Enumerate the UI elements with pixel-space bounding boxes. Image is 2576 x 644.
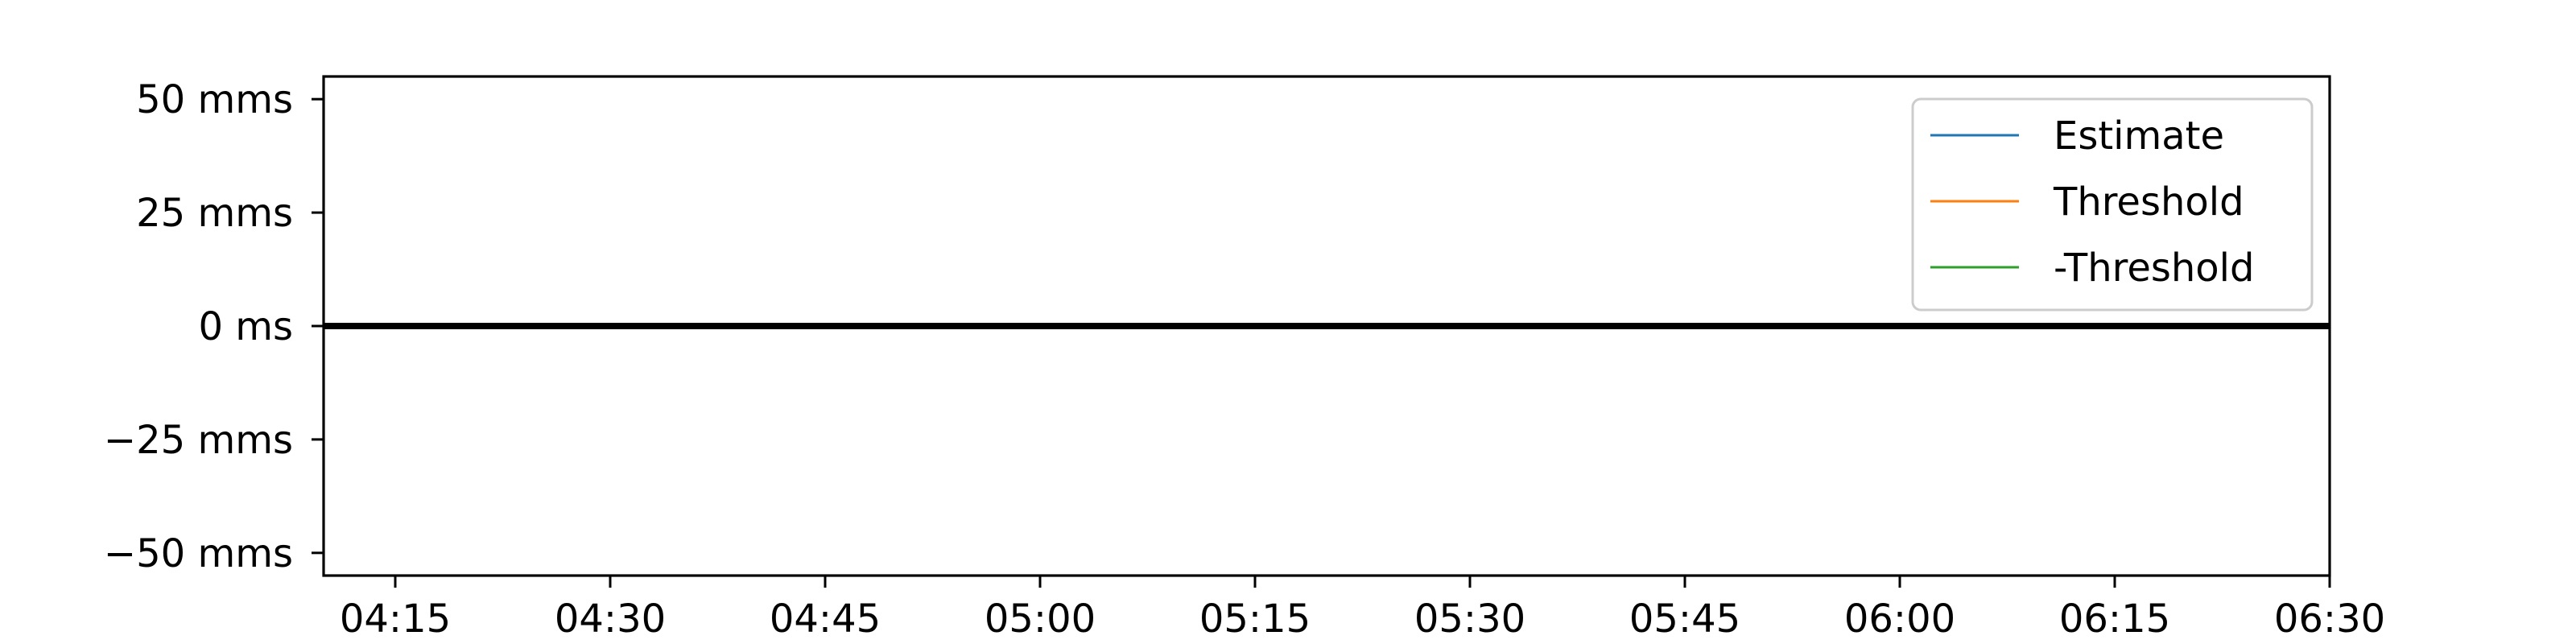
plot-frame (322, 75, 2331, 577)
legend: Estimate Threshold -Threshold (1911, 97, 2314, 312)
y-tick-label: 0 ms (198, 304, 293, 349)
y-tick-label: −25 mms (104, 418, 293, 463)
x-tick-label: 05:45 (1629, 597, 1740, 642)
x-tick-label: 04:30 (555, 597, 666, 642)
x-tick-label: 06:30 (2274, 597, 2385, 642)
x-tick-label: 05:00 (985, 597, 1096, 642)
y-tick-label: 50 mms (136, 77, 293, 122)
x-tick-label: 05:15 (1199, 597, 1311, 642)
x-tick-label: 06:00 (1844, 597, 1955, 642)
legend-label: Estimate (2054, 114, 2224, 159)
y-tick-label: −50 mms (104, 531, 293, 576)
x-tick-label: 05:30 (1414, 597, 1525, 642)
y-axis: 50 mms 25 mms 0 ms −25 mms −50 mms (104, 77, 324, 576)
x-tick-label: 04:15 (340, 597, 451, 642)
y-tick-label: 25 mms (136, 191, 293, 236)
x-tick-label: 06:15 (2059, 597, 2170, 642)
legend-label: -Threshold (2054, 246, 2254, 291)
legend-label: Threshold (2053, 180, 2244, 225)
legend-box (1911, 97, 2314, 312)
x-tick-label: 04:45 (770, 597, 881, 642)
x-axis: 04:15 04:30 04:45 05:00 05:15 05:30 05:45 06:00… (340, 576, 2385, 642)
